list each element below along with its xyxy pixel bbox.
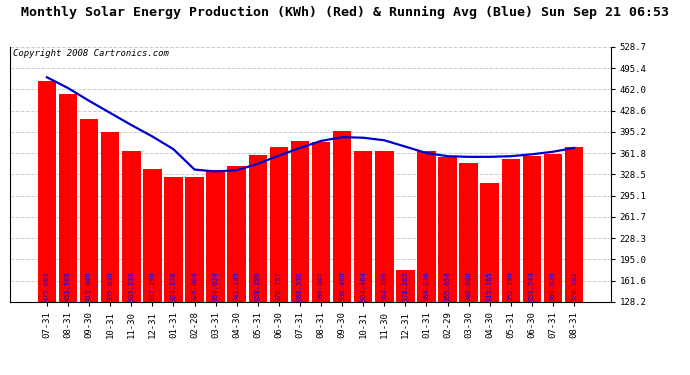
Text: 364.464: 364.464: [360, 272, 366, 301]
Text: 395.030: 395.030: [107, 272, 113, 301]
Bar: [438, 157, 457, 375]
Text: 475.665: 475.665: [44, 272, 50, 301]
Text: 360.620: 360.620: [550, 272, 556, 301]
Text: 396.408: 396.408: [339, 272, 345, 301]
Bar: [101, 132, 119, 375]
Text: 315.165: 315.165: [486, 272, 493, 301]
Bar: [38, 81, 56, 375]
Bar: [312, 141, 331, 375]
Text: 324.370: 324.370: [170, 272, 177, 301]
Bar: [143, 169, 161, 375]
Bar: [290, 141, 309, 375]
Text: 370.757: 370.757: [276, 272, 282, 301]
Text: 358.299: 358.299: [255, 272, 261, 301]
Bar: [185, 177, 204, 375]
Text: Monthly Solar Energy Production (KWh) (Red) & Running Avg (Blue) Sun Sep 21 06:5: Monthly Solar Energy Production (KWh) (R…: [21, 6, 669, 19]
Text: 356.744: 356.744: [529, 272, 535, 301]
Text: 341.189: 341.189: [234, 272, 239, 301]
Bar: [544, 154, 562, 375]
Text: 380.536: 380.536: [297, 272, 303, 301]
Text: 178.263: 178.263: [402, 272, 408, 301]
Bar: [354, 152, 373, 375]
Text: 364.399: 364.399: [382, 272, 387, 301]
Text: 352.190: 352.190: [508, 272, 514, 301]
Bar: [417, 151, 436, 375]
Bar: [122, 151, 141, 375]
Bar: [522, 156, 541, 375]
Bar: [565, 147, 583, 375]
Bar: [206, 171, 225, 375]
Text: Copyright 2008 Cartronics.com: Copyright 2008 Cartronics.com: [13, 50, 169, 58]
Bar: [375, 152, 393, 375]
Bar: [270, 147, 288, 375]
Bar: [59, 94, 77, 375]
Text: 365.336: 365.336: [128, 272, 135, 301]
Text: 380.047: 380.047: [318, 272, 324, 301]
Bar: [164, 177, 183, 375]
Bar: [502, 159, 520, 375]
Text: 324.004: 324.004: [192, 272, 197, 301]
Bar: [460, 163, 478, 375]
Bar: [480, 183, 499, 375]
Text: 346.606: 346.606: [466, 272, 472, 301]
Text: 370.982: 370.982: [571, 272, 577, 301]
Bar: [80, 119, 99, 375]
Text: 334.624: 334.624: [213, 272, 219, 301]
Text: 355.654: 355.654: [444, 272, 451, 301]
Text: 337.298: 337.298: [149, 272, 155, 301]
Text: 364.836: 364.836: [424, 272, 429, 301]
Bar: [228, 166, 246, 375]
Text: 415.048: 415.048: [86, 272, 92, 301]
Text: 453.908: 453.908: [65, 272, 71, 301]
Bar: [396, 270, 415, 375]
Bar: [248, 155, 267, 375]
Bar: [333, 131, 351, 375]
